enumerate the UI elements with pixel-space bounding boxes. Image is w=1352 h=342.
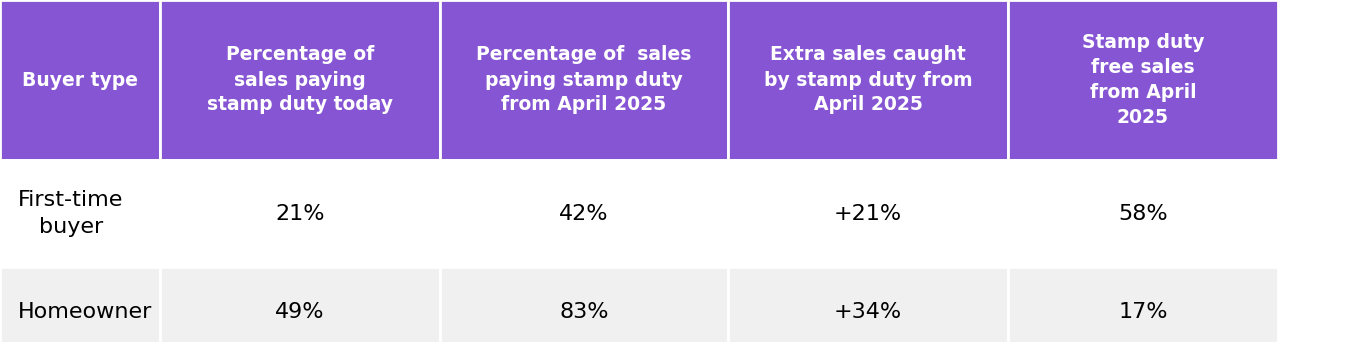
Text: 17%: 17% <box>1118 302 1168 322</box>
Text: 21%: 21% <box>276 203 324 224</box>
Text: +21%: +21% <box>834 203 902 224</box>
Bar <box>439 0 727 160</box>
Bar <box>439 267 727 342</box>
Text: Stamp duty
free sales
from April
2025: Stamp duty free sales from April 2025 <box>1082 33 1205 127</box>
Text: Homeowner: Homeowner <box>18 302 153 322</box>
Bar <box>160 267 439 342</box>
Text: Extra sales caught
by stamp duty from
April 2025: Extra sales caught by stamp duty from Ap… <box>764 45 972 115</box>
Text: 83%: 83% <box>560 302 608 322</box>
Bar <box>0 267 160 342</box>
Text: 58%: 58% <box>1118 203 1168 224</box>
Bar <box>1009 0 1278 160</box>
Text: 49%: 49% <box>276 302 324 322</box>
Text: Buyer type: Buyer type <box>22 70 138 90</box>
Bar <box>727 0 1009 160</box>
Text: Percentage of  sales
paying stamp duty
from April 2025: Percentage of sales paying stamp duty fr… <box>476 45 692 115</box>
Text: Percentage of
sales paying
stamp duty today: Percentage of sales paying stamp duty to… <box>207 45 393 115</box>
Bar <box>1009 267 1278 342</box>
Bar <box>160 160 439 267</box>
Bar <box>727 267 1009 342</box>
Bar <box>1009 160 1278 267</box>
Text: First-time
buyer: First-time buyer <box>18 190 123 237</box>
Bar <box>727 160 1009 267</box>
Bar <box>0 0 160 160</box>
Text: 42%: 42% <box>560 203 608 224</box>
Bar <box>160 0 439 160</box>
Bar <box>439 160 727 267</box>
Bar <box>0 160 160 267</box>
Text: +34%: +34% <box>834 302 902 322</box>
